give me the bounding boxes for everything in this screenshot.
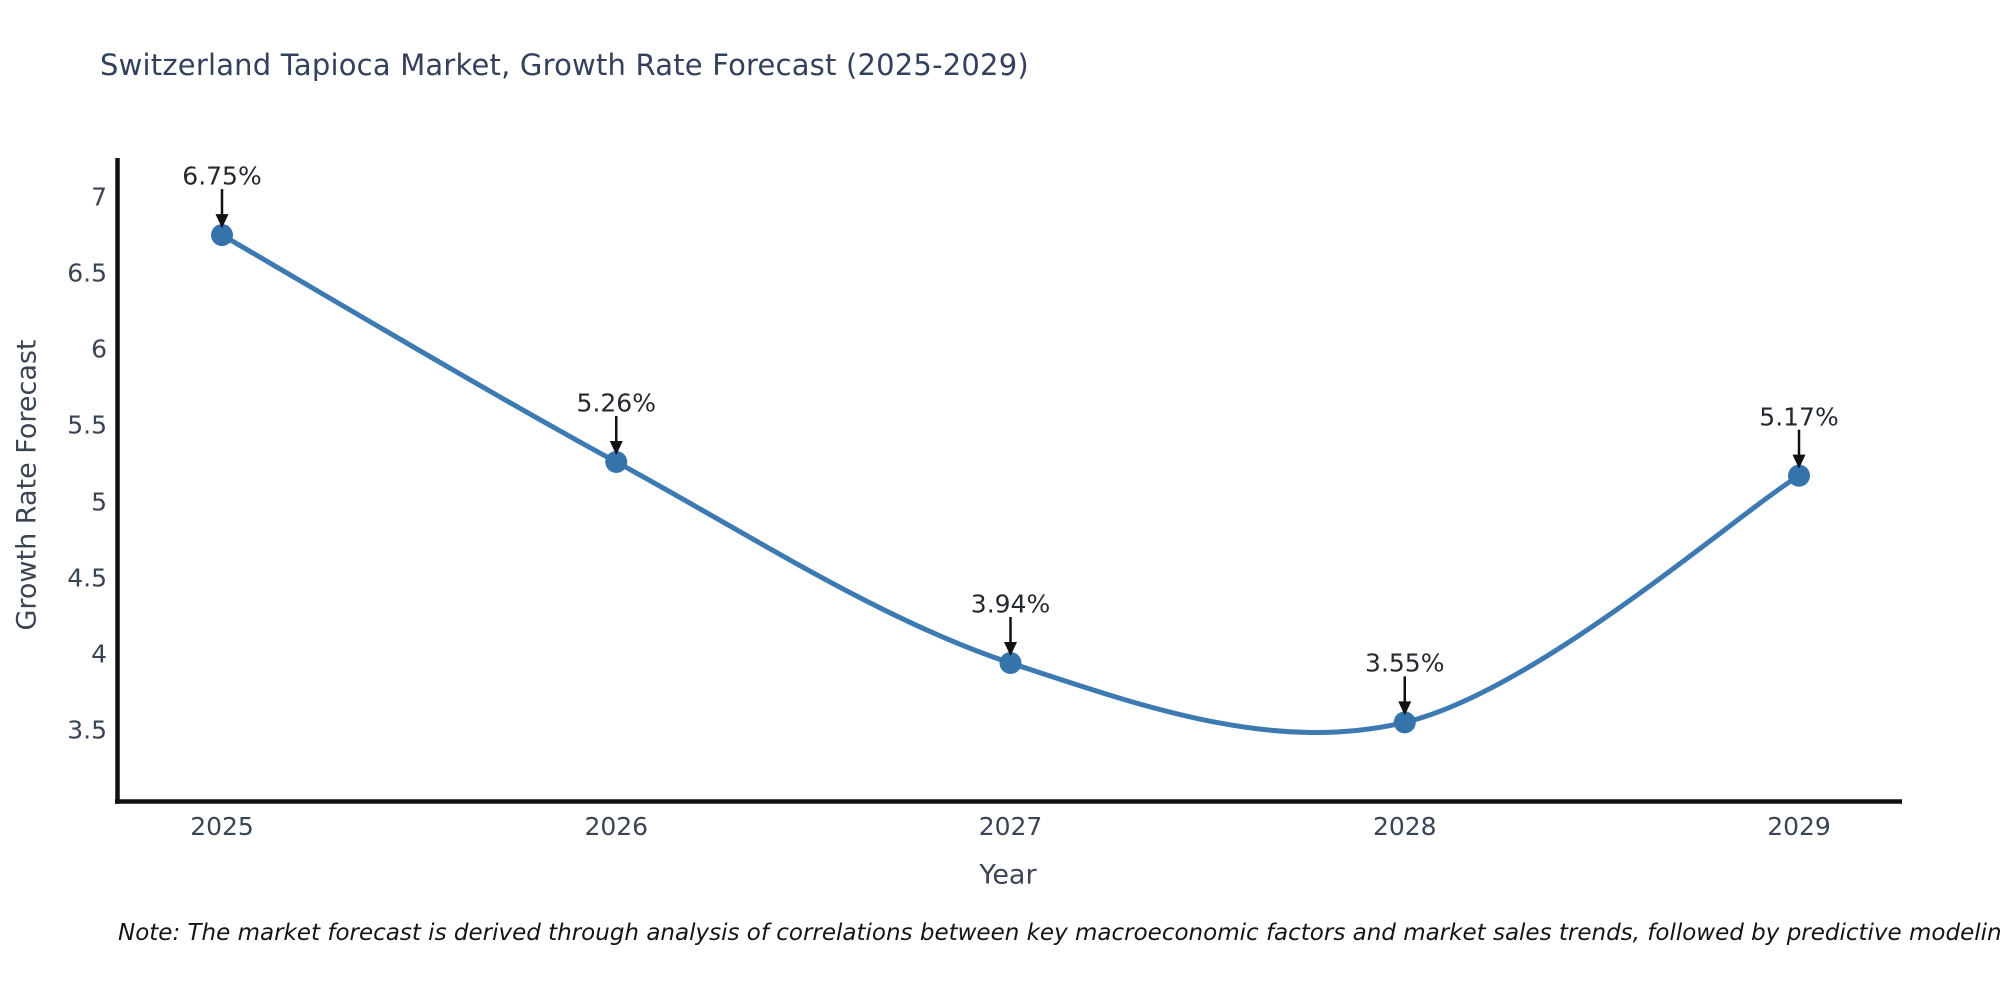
footnote: Note: The market forecast is derived thr… — [118, 920, 2000, 946]
y-tick-label: 5.5 — [67, 410, 107, 440]
data-point-marker — [1788, 464, 1810, 487]
annotation-arrow-head — [1792, 454, 1806, 469]
y-tick-label: 4 — [91, 639, 107, 669]
y-tick-label: 6.5 — [67, 258, 107, 288]
y-tick-label: 6 — [91, 334, 107, 364]
annotation-arrow-head — [1004, 641, 1017, 656]
x-tick-label: 2028 — [1372, 812, 1437, 841]
annotation-arrow-head — [1398, 701, 1412, 716]
annotation-arrow-head — [215, 214, 229, 229]
point-value-label: 3.94% — [970, 589, 1051, 619]
data-point-marker — [999, 651, 1022, 674]
point-value-label: 6.75% — [182, 161, 262, 191]
data-point-marker — [605, 450, 628, 473]
x-tick-label: 2027 — [978, 812, 1043, 841]
x-tick-label: 2029 — [1767, 812, 1831, 841]
point-value-label: 5.26% — [576, 388, 656, 418]
y-tick-label: 3.5 — [67, 715, 107, 745]
y-tick-label: 5 — [91, 487, 107, 517]
y-tick-label: 7 — [91, 182, 107, 212]
point-value-label: 5.17% — [1759, 402, 1839, 432]
point-value-label: 3.55% — [1365, 648, 1445, 678]
y-tick-label: 4.5 — [67, 563, 107, 593]
x-axis-title: Year — [979, 859, 1037, 891]
chart-title: Switzerland Tapioca Market, Growth Rate … — [100, 48, 1029, 82]
data-point-marker — [1393, 711, 1416, 734]
annotation-arrow-head — [609, 440, 623, 455]
x-tick-label: 2025 — [190, 812, 254, 841]
x-tick-label: 2026 — [584, 812, 649, 841]
data-point-marker — [211, 224, 233, 247]
